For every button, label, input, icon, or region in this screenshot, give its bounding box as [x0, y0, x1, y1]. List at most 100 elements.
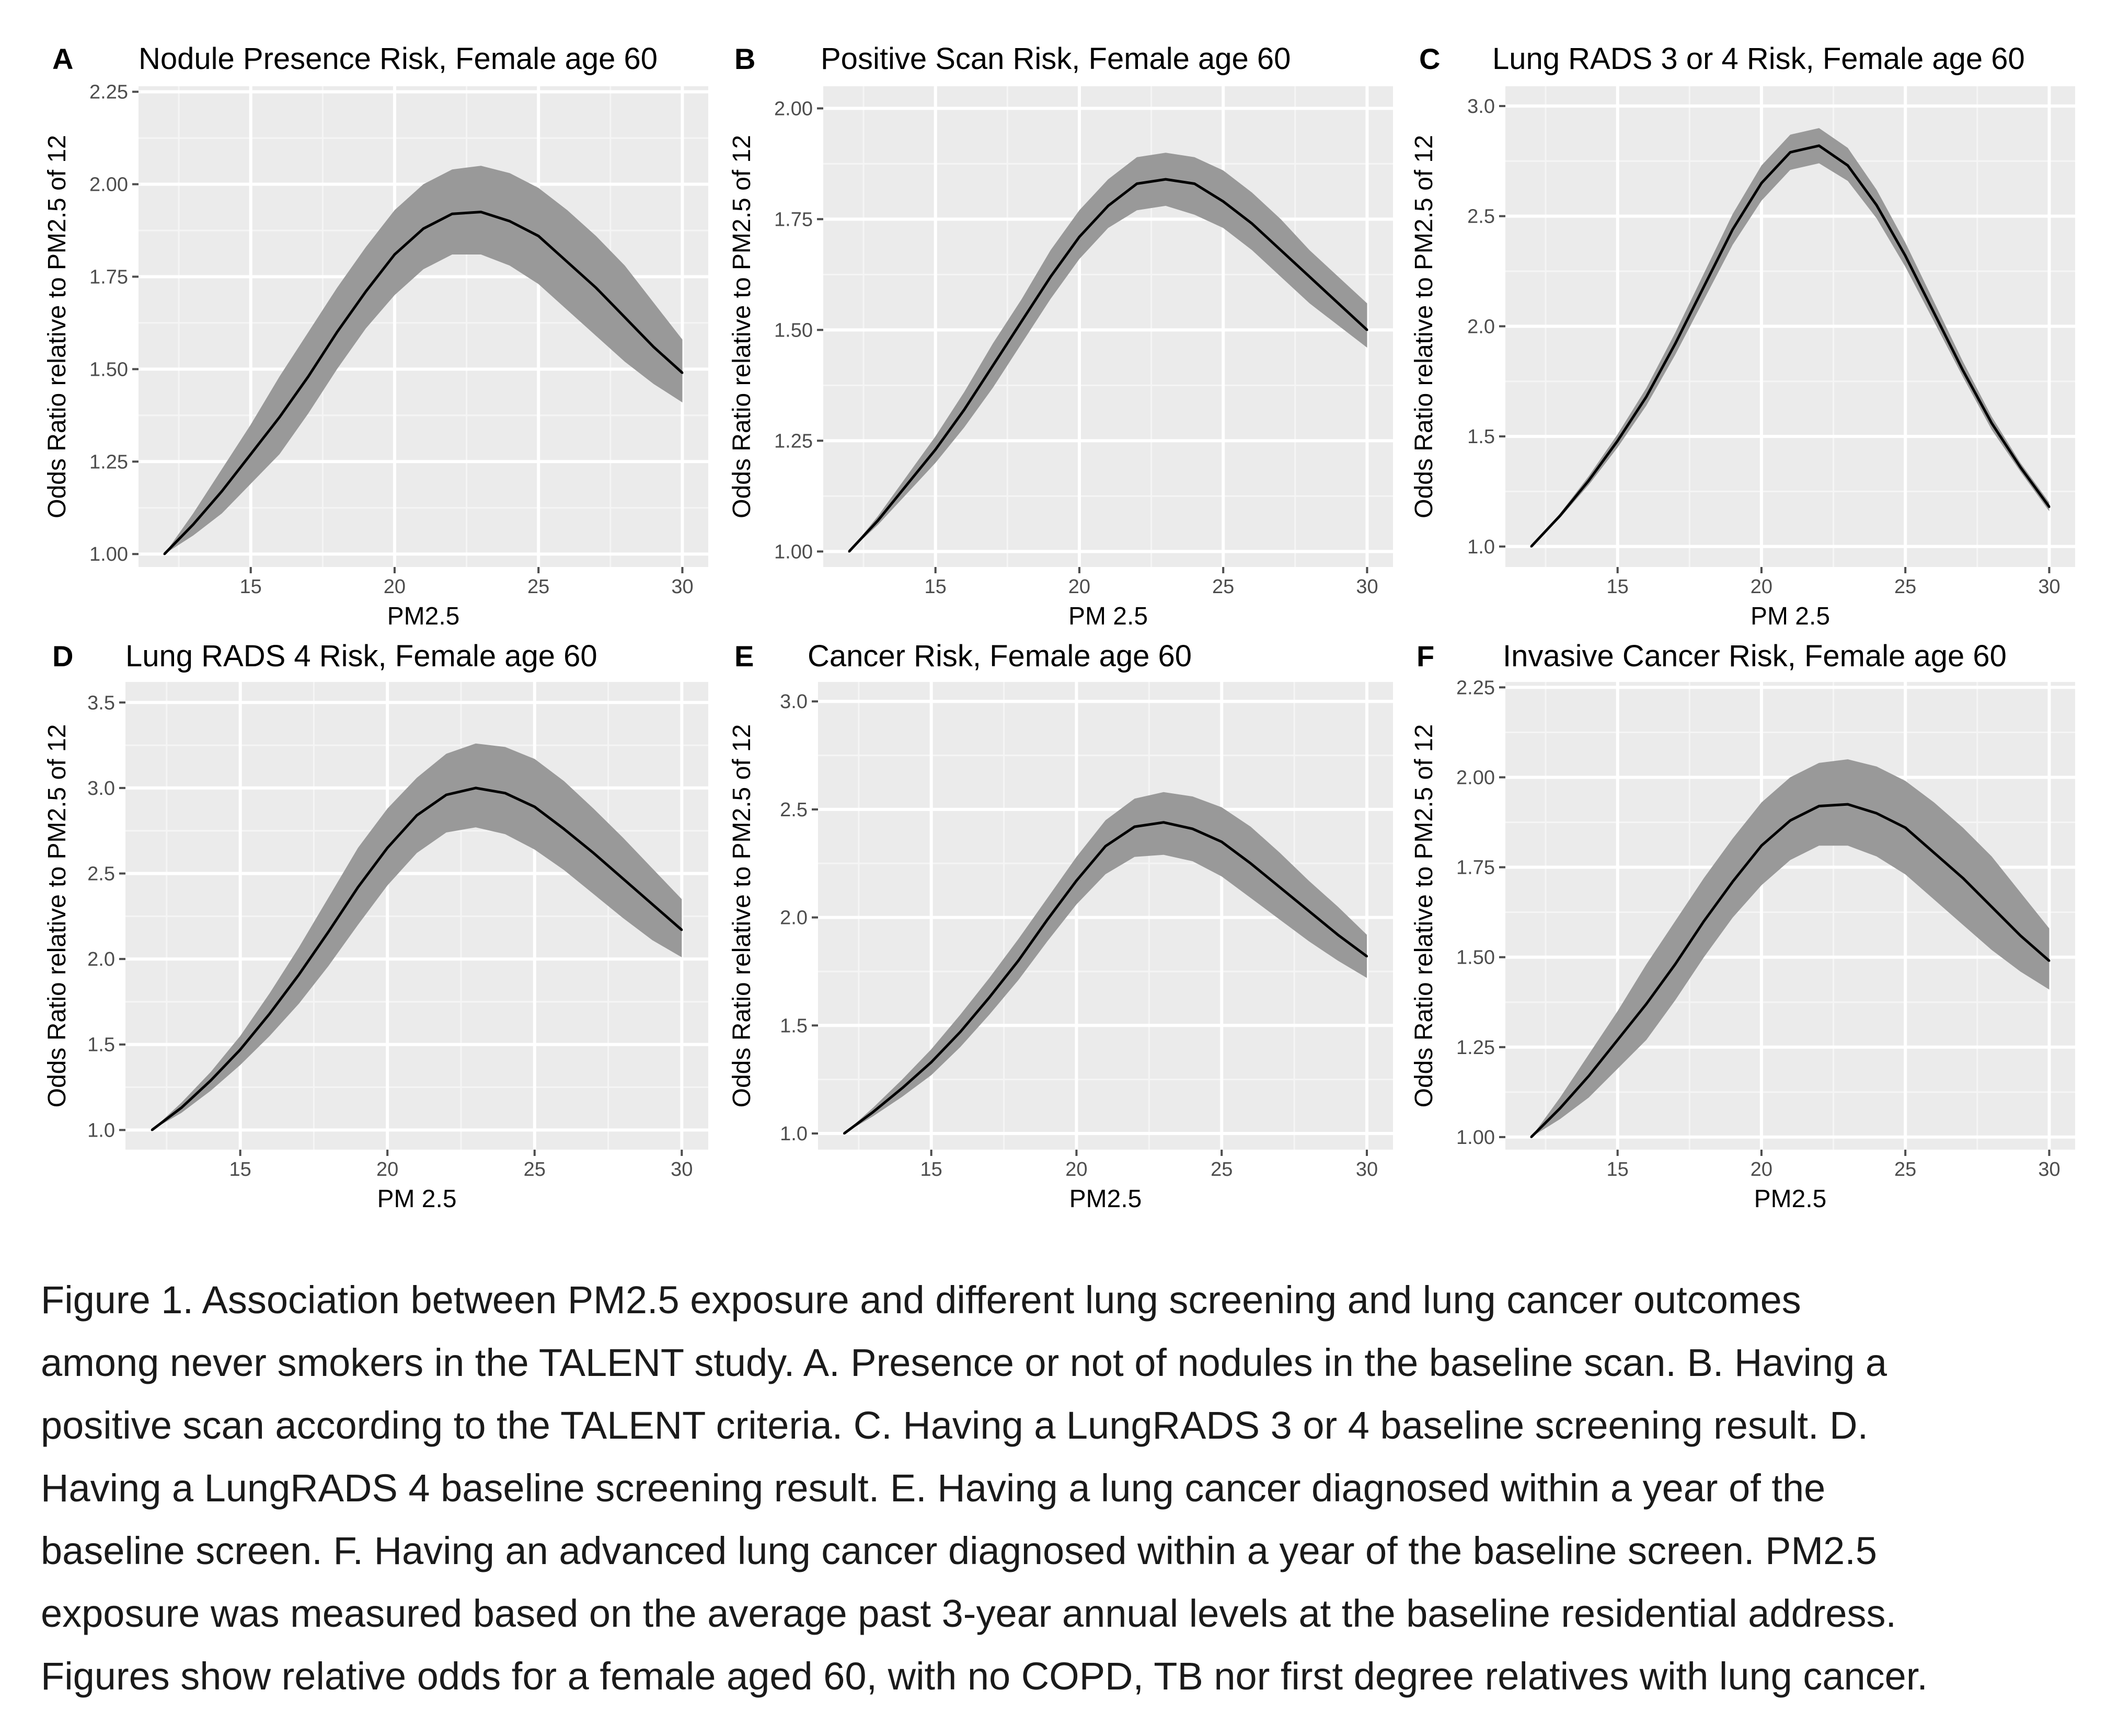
data-point — [221, 490, 223, 492]
data-point — [1645, 396, 1648, 398]
data-point — [843, 1132, 845, 1135]
data-point — [959, 1031, 962, 1033]
chart-title: Positive Scan Risk, Female age 60 — [821, 42, 1291, 76]
chart-title: Nodule Presence Risk, Female age 60 — [139, 42, 658, 76]
panel-letter: E — [734, 640, 754, 673]
data-point — [1078, 236, 1080, 238]
data-point — [901, 1087, 904, 1090]
x-tick-label: 15 — [1607, 1159, 1629, 1181]
data-point — [1847, 164, 1849, 167]
data-point — [422, 227, 424, 230]
data-point — [1645, 1003, 1648, 1005]
x-tick-label: 20 — [1751, 576, 1772, 598]
y-tick-label: 1.50 — [89, 358, 128, 380]
x-tick-label: 30 — [671, 576, 693, 598]
data-point — [1587, 479, 1590, 482]
x-axis-title: PM 2.5 — [377, 1185, 456, 1213]
data-point — [1162, 821, 1165, 824]
y-tick-label: 2.25 — [1456, 677, 1495, 699]
data-point — [988, 996, 991, 999]
x-tick-label: 30 — [1356, 1159, 1378, 1181]
data-point — [1249, 862, 1252, 865]
data-point — [2048, 959, 2051, 962]
x-tick-label: 25 — [524, 1159, 546, 1181]
data-point — [621, 877, 624, 880]
data-point — [475, 786, 477, 789]
y-tick-label: 1.00 — [89, 543, 128, 565]
chart-panel-e: 15 20 25 30 1.0 1.5 2.0 2.5 3.0 E Cancer Risk, Fem… — [728, 639, 1393, 1213]
data-point — [872, 1110, 874, 1113]
data-point — [992, 364, 994, 367]
data-point — [163, 553, 166, 555]
data-point — [2048, 505, 2051, 508]
data-point — [1818, 144, 1821, 147]
caption-line: among never smokers in the TALENT study.… — [41, 1341, 1887, 1384]
x-tick-label: 15 — [925, 576, 947, 598]
data-point — [652, 345, 655, 348]
data-point — [1017, 959, 1020, 962]
data-point — [1337, 933, 1339, 936]
data-point — [393, 253, 396, 256]
y-axis-title: Odds Ratio relative to PM2.5 of 12 — [728, 135, 756, 518]
data-point — [1818, 805, 1821, 807]
y-tick-label: 2.0 — [1467, 316, 1495, 338]
y-tick-label: 1.50 — [774, 319, 813, 341]
data-point — [930, 1061, 932, 1063]
chart-panel-a: 15 20 25 30 1.00 1.25 1.50 1.75 2.00 2.25 A Nodule … — [43, 42, 708, 630]
x-tick-label: 20 — [1065, 1159, 1087, 1181]
x-tick-label: 15 — [229, 1159, 251, 1181]
y-tick-label: 1.50 — [1456, 947, 1495, 969]
confidence-band — [152, 743, 682, 1130]
data-point — [1222, 200, 1225, 203]
data-point — [1875, 812, 1878, 815]
data-point — [1559, 1107, 1561, 1109]
y-tick-label: 1.75 — [1456, 857, 1495, 879]
data-point — [905, 484, 908, 487]
data-point — [1847, 803, 1849, 806]
x-axis-title: PM2.5 — [1754, 1185, 1827, 1213]
y-tick-label: 2.5 — [780, 799, 808, 821]
data-point — [509, 220, 511, 223]
y-tick-label: 1.0 — [87, 1119, 115, 1141]
caption-line: positive scan according to the TALENT cr… — [41, 1404, 1869, 1447]
x-tick-label: 20 — [384, 576, 406, 598]
chart-panel-c: 15 20 25 30 1.0 1.5 2.0 2.5 3.0 C Lung RADS 3 or 4… — [1410, 42, 2075, 630]
data-point — [1674, 343, 1676, 345]
y-tick-label: 3.5 — [87, 692, 115, 714]
y-tick-label: 1.5 — [1467, 426, 1495, 448]
y-tick-label: 1.5 — [780, 1015, 808, 1037]
x-tick-label: 30 — [2038, 576, 2060, 598]
data-point — [1702, 920, 1705, 922]
data-point — [1193, 182, 1196, 185]
data-point — [480, 211, 482, 213]
x-tick-label: 15 — [240, 576, 262, 598]
data-point — [1530, 1136, 1533, 1138]
data-point — [1049, 275, 1052, 278]
data-point — [2019, 466, 2022, 469]
y-axis-title: Odds Ratio relative to PM2.5 of 12 — [1410, 135, 1438, 518]
chart-title: Lung RADS 3 or 4 Risk, Female age 60 — [1492, 42, 2025, 76]
data-point — [1990, 906, 1993, 908]
x-tick-label: 30 — [2038, 1159, 2060, 1181]
chart-title: Lung RADS 4 Risk, Female age 60 — [125, 639, 597, 673]
data-point — [566, 261, 569, 263]
data-point — [1933, 312, 1936, 315]
data-point — [1789, 151, 1791, 154]
confidence-band — [1531, 759, 2050, 1137]
y-tick-label: 2.5 — [87, 863, 115, 885]
y-axis-title: Odds Ratio relative to PM2.5 of 12 — [43, 724, 71, 1108]
y-tick-label: 1.75 — [89, 266, 128, 288]
x-axis-title: PM 2.5 — [1751, 603, 1830, 630]
data-point — [1221, 840, 1223, 843]
panel-letter: F — [1417, 640, 1434, 673]
data-point — [249, 453, 252, 456]
data-point — [1279, 886, 1281, 888]
data-point — [1760, 182, 1763, 184]
data-point — [681, 372, 684, 374]
data-point — [537, 235, 540, 237]
x-tick-label: 20 — [1068, 576, 1090, 598]
data-point — [192, 523, 194, 526]
data-point — [298, 973, 301, 976]
y-axis-title: Odds Ratio relative to PM2.5 of 12 — [43, 135, 71, 518]
confidence-band — [164, 166, 683, 554]
